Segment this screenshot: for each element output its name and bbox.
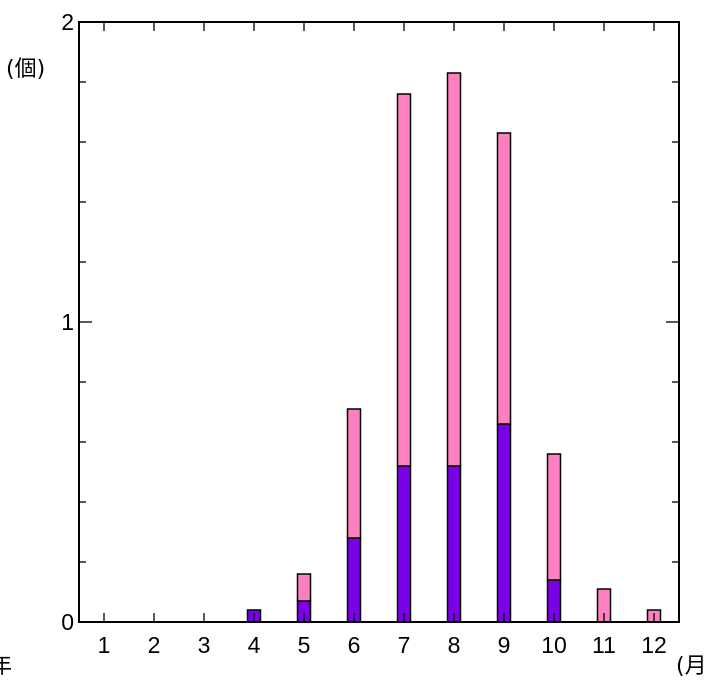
y-axis-unit-label: (個) [6,57,45,82]
bar-8-segment-2 [446,72,462,467]
x-tick-label: 2 [148,632,161,658]
bar-7-segment-2 [396,93,412,467]
x-tick-label: 4 [248,632,261,658]
x-tick-labels: 1 2 3 4 5 6 7 8 9 10 11 12 [98,632,667,658]
y-tick-label: 2 [61,9,74,35]
x-tick-label: 11 [592,632,616,658]
x-axis-unit-label: (月 [676,654,707,679]
y-tick-labels: 0 1 2 [61,9,74,635]
x-tick-label: 8 [448,632,461,658]
plot-frame [78,21,680,623]
x-tick-label: 1 [98,632,111,658]
bar-5-segment-2 [296,573,312,602]
x-tick-label: 6 [348,632,361,658]
bar-9-segment-1 [496,423,512,623]
x-tick-label: 9 [498,632,511,658]
y-tick-label: 1 [61,309,74,335]
y-tick-label: 0 [61,609,74,635]
x-tick-label: 12 [641,632,667,658]
corner-label: 年 [0,654,12,679]
bar-8-segment-1 [446,465,462,623]
bars-layer [246,72,662,623]
x-tick-label: 10 [541,632,567,658]
bar-6-segment-1 [346,537,362,623]
x-tick-label: 5 [298,632,311,658]
bar-10-segment-2 [546,453,562,581]
ticks-layer [79,21,679,623]
x-tick-label: 3 [198,632,211,658]
bar-6-segment-2 [346,408,362,539]
bar-7-segment-1 [396,465,412,623]
bar-9-segment-2 [496,132,512,425]
x-tick-label: 7 [398,632,411,658]
